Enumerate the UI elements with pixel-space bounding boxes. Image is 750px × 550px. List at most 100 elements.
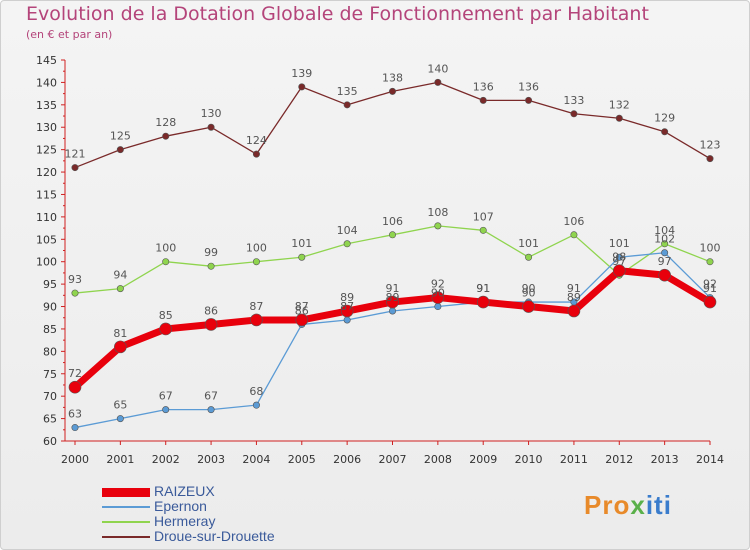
legend-label: RAIZEUX [154,483,215,499]
data-point [114,340,127,354]
proxiti-logo: Proxiti [584,490,672,521]
data-point [434,78,442,86]
data-label: 121 [65,148,86,161]
data-label: 98 [612,251,626,264]
data-point [252,401,260,409]
series-raizeux [68,264,717,394]
data-label: 135 [337,85,358,98]
data-point [252,258,260,266]
data-label: 90 [522,282,536,295]
data-label: 100 [246,242,267,255]
chart-subtitle: (en € et par an) [26,28,113,41]
y-tick-label: 70 [43,390,57,403]
data-point [340,304,354,318]
data-point [159,322,173,336]
logo-part-2: x [630,490,646,520]
data-label: 101 [518,237,539,250]
data-point [116,285,124,293]
data-point [570,231,578,239]
data-point [706,155,714,163]
x-tick-label: 2007 [379,453,407,466]
data-point [615,253,623,261]
data-label: 63 [68,408,82,421]
data-label: 89 [340,291,354,304]
data-point [386,295,399,309]
data-point [162,406,170,414]
x-tick-label: 2001 [106,453,134,466]
data-point [476,295,490,309]
y-tick-label: 100 [36,256,57,269]
data-label: 128 [155,116,176,129]
data-point [162,258,170,266]
data-label: 92 [431,278,445,291]
y-tick-label: 115 [36,188,57,201]
x-tick-label: 2000 [61,453,89,466]
data-label: 100 [700,242,721,255]
data-point [661,249,669,257]
y-tick-label: 130 [36,121,57,134]
data-label: 139 [291,67,312,80]
data-point [207,123,215,131]
data-label: 102 [654,233,675,246]
data-label: 68 [249,385,263,398]
data-label: 87 [249,300,263,313]
data-point [71,289,79,297]
data-point [116,415,124,423]
x-tick-label: 2013 [651,453,679,466]
data-label: 104 [337,224,358,237]
series-droue-sur-drouette [71,78,714,172]
data-label: 90 [522,287,536,300]
legend-label: Epernon [154,498,207,514]
data-label: 97 [612,255,626,268]
x-tick-label: 2012 [605,453,633,466]
y-tick-label: 65 [43,413,57,426]
data-label: 136 [473,80,494,93]
data-point [298,83,306,91]
x-tick-label: 2010 [515,453,543,466]
data-point [204,318,218,331]
data-label: 136 [518,80,539,93]
y-tick-label: 125 [36,144,57,157]
data-point [434,222,442,230]
data-label: 108 [427,206,448,219]
y-tick-label: 95 [43,278,57,291]
legend-label: Hermeray [154,513,216,529]
data-label: 86 [295,304,309,317]
x-tick-label: 2006 [333,453,361,466]
data-point [343,240,351,248]
logo-part-3: iti [645,490,672,520]
data-label: 107 [473,210,494,223]
x-tick-label: 2003 [197,453,225,466]
data-label: 132 [609,98,630,111]
data-label: 81 [113,327,127,340]
x-tick-label: 2002 [152,453,180,466]
data-point [388,87,396,95]
legend-swatch [102,487,150,497]
x-tick-label: 2008 [424,453,452,466]
data-label: 94 [113,269,127,282]
data-label: 130 [201,107,222,120]
data-label: 104 [654,224,675,237]
data-label: 101 [291,237,312,250]
data-point [567,304,581,318]
data-point [68,380,82,394]
data-label: 93 [68,273,82,286]
y-tick-label: 145 [36,54,57,67]
legend-swatch [102,536,150,538]
data-point [116,146,124,154]
data-point [615,114,623,122]
y-tick-label: 75 [43,368,57,381]
data-label: 123 [700,139,721,152]
data-label: 106 [563,215,584,228]
data-labels: 121 125 128 130 124 139 135 138 140 136 136 133 132 1… [65,62,721,420]
data-label: 138 [382,71,403,84]
data-label: 124 [246,134,267,147]
y-tick-label: 135 [36,99,57,112]
data-label: 87 [340,300,354,313]
data-point [479,96,487,104]
data-label: 89 [567,291,581,304]
data-point [479,226,487,234]
data-point [522,300,535,313]
